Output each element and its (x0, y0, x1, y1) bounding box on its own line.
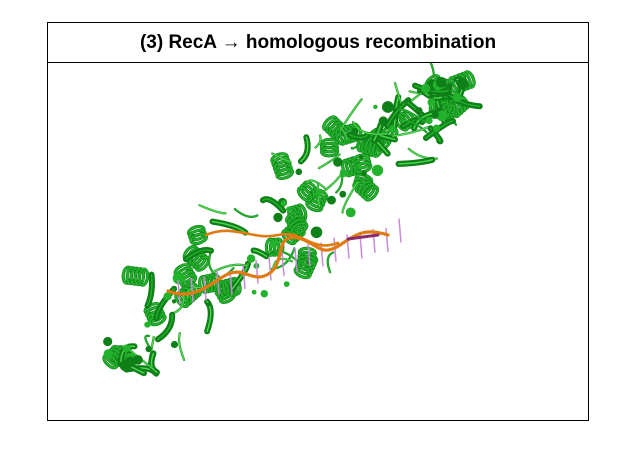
protein-structure-image (48, 63, 588, 420)
title-bar: (3) RecA → homologous recombination (48, 23, 588, 63)
reca-protein-ribbons (102, 63, 483, 377)
dna-strand (166, 218, 402, 305)
figure-panel: (3) RecA → homologous recombination (47, 22, 589, 421)
protein-ribbon-icon (102, 63, 483, 377)
figure-title: (3) RecA → homologous recombination (139, 31, 497, 53)
